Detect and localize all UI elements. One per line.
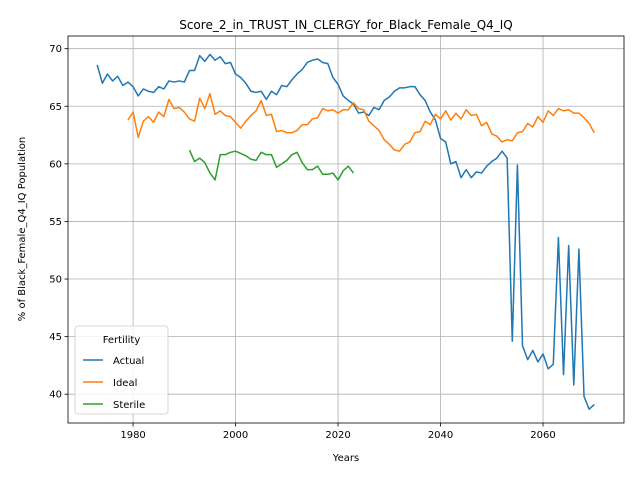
y-axis-title: % of Black_Female_Q4_IQ Population <box>17 137 28 321</box>
legend: Fertility Actual Ideal Sterile <box>75 326 168 414</box>
x-tick-label: 2000 <box>223 430 248 441</box>
x-tick-label: 2020 <box>325 430 350 441</box>
y-tick-label: 70 <box>49 44 62 55</box>
x-tick-label: 2060 <box>530 430 555 441</box>
x-axis-title: Years <box>332 453 359 464</box>
y-tick-label: 50 <box>49 275 62 286</box>
y-tick-label: 40 <box>49 390 62 401</box>
y-tick-label: 60 <box>49 159 62 170</box>
legend-label-sterile: Sterile <box>113 400 145 411</box>
legend-label-ideal: Ideal <box>113 378 137 389</box>
legend-title: Fertility <box>103 335 141 346</box>
legend-label-actual: Actual <box>113 356 144 367</box>
x-tick-label: 1980 <box>120 430 145 441</box>
x-tick-label: 2040 <box>428 430 453 441</box>
y-tick-label: 55 <box>49 217 62 228</box>
y-tick-label: 45 <box>49 332 62 343</box>
y-tick-label: 65 <box>49 102 62 113</box>
chart-title: Score_2_in_TRUST_IN_CLERGY_for_Black_Fem… <box>179 18 513 32</box>
